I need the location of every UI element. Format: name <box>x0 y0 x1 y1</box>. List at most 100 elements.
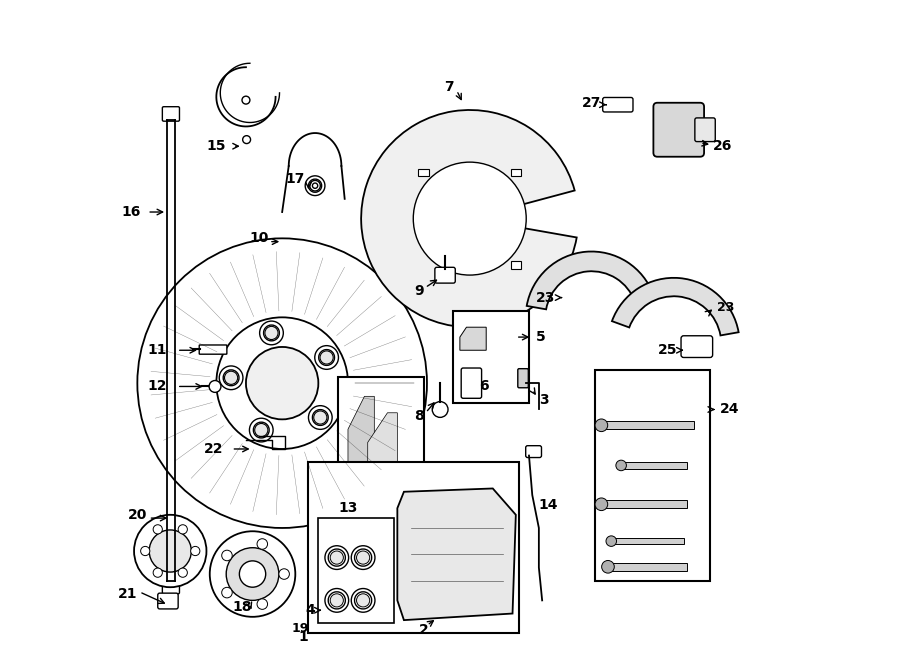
Circle shape <box>221 588 232 598</box>
Text: 17: 17 <box>285 172 305 186</box>
Text: 14: 14 <box>539 498 558 512</box>
Circle shape <box>432 402 448 417</box>
Circle shape <box>153 525 162 534</box>
Wedge shape <box>351 546 375 569</box>
FancyBboxPatch shape <box>435 267 455 283</box>
Circle shape <box>356 594 370 607</box>
Circle shape <box>221 550 232 561</box>
FancyBboxPatch shape <box>518 369 528 388</box>
Text: 5: 5 <box>536 330 545 344</box>
Circle shape <box>153 568 162 577</box>
Circle shape <box>149 530 192 572</box>
Text: 12: 12 <box>148 379 167 393</box>
Text: 23: 23 <box>716 301 734 314</box>
Circle shape <box>616 460 626 471</box>
Text: 16: 16 <box>122 205 140 219</box>
Wedge shape <box>351 588 375 612</box>
Circle shape <box>320 351 333 364</box>
Bar <box>608 563 687 570</box>
Text: 6: 6 <box>480 379 490 393</box>
Wedge shape <box>526 252 653 309</box>
Text: 26: 26 <box>714 139 733 153</box>
Wedge shape <box>259 321 284 345</box>
Text: 18: 18 <box>233 600 252 614</box>
Wedge shape <box>325 588 348 612</box>
Bar <box>338 377 424 495</box>
Circle shape <box>314 411 327 424</box>
Circle shape <box>330 551 344 564</box>
Circle shape <box>134 515 206 587</box>
Circle shape <box>216 317 348 449</box>
Text: 25: 25 <box>658 343 677 357</box>
Wedge shape <box>309 406 332 430</box>
Wedge shape <box>361 110 577 327</box>
Circle shape <box>242 96 250 104</box>
FancyBboxPatch shape <box>461 368 482 399</box>
Bar <box>611 538 684 545</box>
Circle shape <box>595 419 608 432</box>
Text: 8: 8 <box>414 409 424 423</box>
Polygon shape <box>397 488 516 620</box>
FancyBboxPatch shape <box>162 106 179 121</box>
Circle shape <box>606 536 616 547</box>
Text: 9: 9 <box>414 284 424 298</box>
Circle shape <box>226 548 279 600</box>
Text: 24: 24 <box>720 403 740 416</box>
Circle shape <box>239 561 266 587</box>
Circle shape <box>602 561 615 573</box>
FancyBboxPatch shape <box>418 169 429 176</box>
FancyBboxPatch shape <box>653 102 704 157</box>
Wedge shape <box>315 346 338 369</box>
Bar <box>309 462 519 633</box>
Wedge shape <box>310 180 320 191</box>
FancyBboxPatch shape <box>510 169 521 176</box>
Text: 7: 7 <box>444 80 454 94</box>
Text: 22: 22 <box>203 442 223 456</box>
Bar <box>595 370 710 580</box>
Wedge shape <box>249 418 273 442</box>
Circle shape <box>356 551 370 564</box>
Circle shape <box>257 539 267 549</box>
Bar <box>621 462 687 469</box>
Text: 4: 4 <box>305 603 315 617</box>
Circle shape <box>255 424 268 437</box>
Bar <box>601 421 694 429</box>
Circle shape <box>595 498 608 510</box>
Wedge shape <box>220 366 243 389</box>
FancyBboxPatch shape <box>695 118 716 141</box>
Circle shape <box>257 599 267 609</box>
Wedge shape <box>305 176 325 196</box>
Text: 11: 11 <box>148 343 167 357</box>
Text: 1: 1 <box>299 629 309 644</box>
Bar <box>454 311 529 403</box>
Text: 23: 23 <box>536 291 555 305</box>
Text: 10: 10 <box>249 231 269 245</box>
Bar <box>601 500 687 508</box>
Circle shape <box>138 239 427 528</box>
Circle shape <box>413 162 526 275</box>
Circle shape <box>265 327 278 340</box>
Circle shape <box>243 136 250 143</box>
Circle shape <box>140 547 150 556</box>
FancyBboxPatch shape <box>199 345 227 354</box>
Bar <box>319 518 394 623</box>
Text: 13: 13 <box>338 501 358 515</box>
Wedge shape <box>612 278 739 335</box>
Text: 19: 19 <box>291 621 309 635</box>
Circle shape <box>209 381 220 393</box>
Text: 21: 21 <box>118 587 138 601</box>
Circle shape <box>246 347 319 419</box>
Polygon shape <box>368 412 397 472</box>
FancyBboxPatch shape <box>526 446 542 457</box>
Wedge shape <box>325 546 348 569</box>
Text: 15: 15 <box>207 139 226 153</box>
FancyBboxPatch shape <box>510 260 521 268</box>
Circle shape <box>279 568 290 579</box>
FancyBboxPatch shape <box>681 336 713 358</box>
FancyBboxPatch shape <box>162 579 179 594</box>
FancyBboxPatch shape <box>603 97 633 112</box>
Circle shape <box>178 568 187 577</box>
Text: 20: 20 <box>128 508 148 522</box>
Polygon shape <box>348 397 374 462</box>
Circle shape <box>191 547 200 556</box>
